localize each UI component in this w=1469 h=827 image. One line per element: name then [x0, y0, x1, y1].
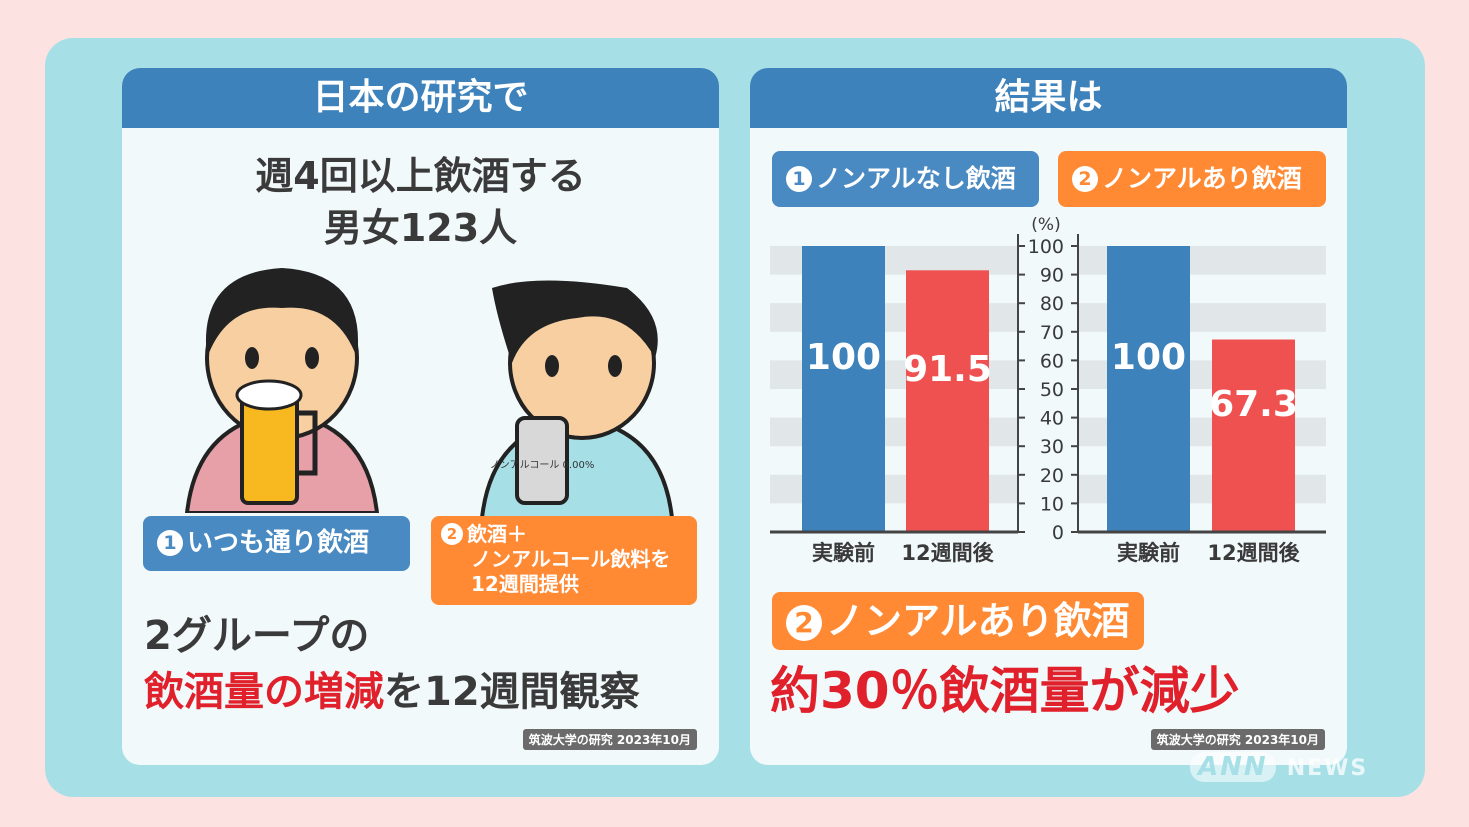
summary-text: 2グループの 飲酒量の増減を12週間観察	[144, 608, 640, 720]
category-label: 12週間後	[1207, 541, 1300, 565]
y-tick-label: 90	[1040, 265, 1064, 287]
y-tick-label: 10	[1040, 493, 1064, 515]
number-badge: 1	[786, 166, 812, 192]
person-nonalcohol-illustration: ノンアルコール 0.00%	[479, 280, 675, 518]
source-label: 筑波大学の研究 2023年10月	[522, 729, 697, 750]
number-badge: 1	[157, 530, 183, 556]
bar-value-label: 100	[1111, 337, 1186, 378]
group2-line2: ノンアルコール飲料を	[471, 547, 671, 571]
study-card-header: 日本の研究で	[122, 68, 719, 128]
category-label: 実験前	[812, 541, 875, 565]
person-beer-illustration	[184, 268, 380, 513]
group1-label: いつも通り飲酒	[187, 528, 370, 558]
summary-rest: を12週間観察	[384, 669, 640, 715]
svg-text:ノンアルコール 0.00%: ノンアルコール 0.00%	[490, 460, 595, 471]
number-badge: 2	[786, 605, 822, 641]
legend1-label: ノンアルなし飲酒	[816, 164, 1016, 193]
legend-group2: 2 ノンアルあり飲酒	[1058, 151, 1326, 207]
y-tick-label: 50	[1040, 379, 1064, 401]
result-tag-label: ノンアルあり飲酒	[826, 599, 1130, 643]
category-label: 実験前	[1117, 541, 1180, 565]
ann-logo: ANN	[1190, 752, 1276, 782]
bar	[1212, 339, 1295, 532]
bar-value-label: 91.5	[903, 349, 992, 390]
y-tick-label: 30	[1040, 436, 1064, 458]
bar	[1107, 246, 1190, 532]
y-tick-label: 80	[1040, 293, 1064, 315]
watermark-logo: ANN NEWS	[1190, 752, 1368, 782]
y-tick-label: 0	[1052, 522, 1064, 544]
can-icon	[515, 416, 569, 505]
bar	[802, 246, 885, 532]
group2-line3: 12週間提供	[471, 572, 579, 596]
subject-text: 週4回以上飲酒する 男女123人	[122, 150, 719, 254]
subject-line-1: 週4回以上飲酒する	[255, 154, 586, 198]
summary-line-1: 2グループの	[144, 613, 370, 659]
news-logo: NEWS	[1286, 756, 1369, 781]
number-badge: 2	[1072, 166, 1098, 192]
category-label: 12週間後	[901, 541, 994, 565]
subject-line-2: 男女123人	[323, 206, 518, 250]
group1-tag: 1 いつも通り飲酒	[143, 516, 410, 571]
y-tick-label: 100	[1028, 236, 1064, 258]
group2-tag: 2 飲酒＋ ノンアルコール飲料を 12週間提供	[431, 516, 697, 605]
number-badge: 2	[441, 523, 463, 545]
result-text: 約30％飲酒量が減少	[770, 662, 1240, 720]
bar-value-label: 100	[806, 337, 881, 378]
legend-group1: 1 ノンアルなし飲酒	[772, 151, 1039, 207]
bar-value-label: 67.3	[1209, 384, 1298, 425]
y-axis-unit: (%)	[1031, 215, 1060, 235]
summary-highlight: 飲酒量の増減	[144, 669, 384, 715]
bar-charts: (%) 100 実験前 91.5 12週間後 100 実験前 67.3 12週間後 0 10 20 3…	[770, 215, 1326, 565]
bar	[906, 270, 989, 532]
y-tick-label: 70	[1040, 322, 1064, 344]
source-label: 筑波大学の研究 2023年10月	[1150, 729, 1325, 750]
result-tag: 2 ノンアルあり飲酒	[772, 592, 1144, 650]
result-card-header: 結果は	[750, 68, 1347, 128]
y-tick-label: 60	[1040, 350, 1064, 372]
legend2-label: ノンアルあり飲酒	[1102, 164, 1302, 193]
group2-line1: 飲酒＋	[467, 522, 527, 546]
y-tick-label: 20	[1040, 465, 1064, 487]
y-tick-label: 40	[1040, 408, 1064, 430]
